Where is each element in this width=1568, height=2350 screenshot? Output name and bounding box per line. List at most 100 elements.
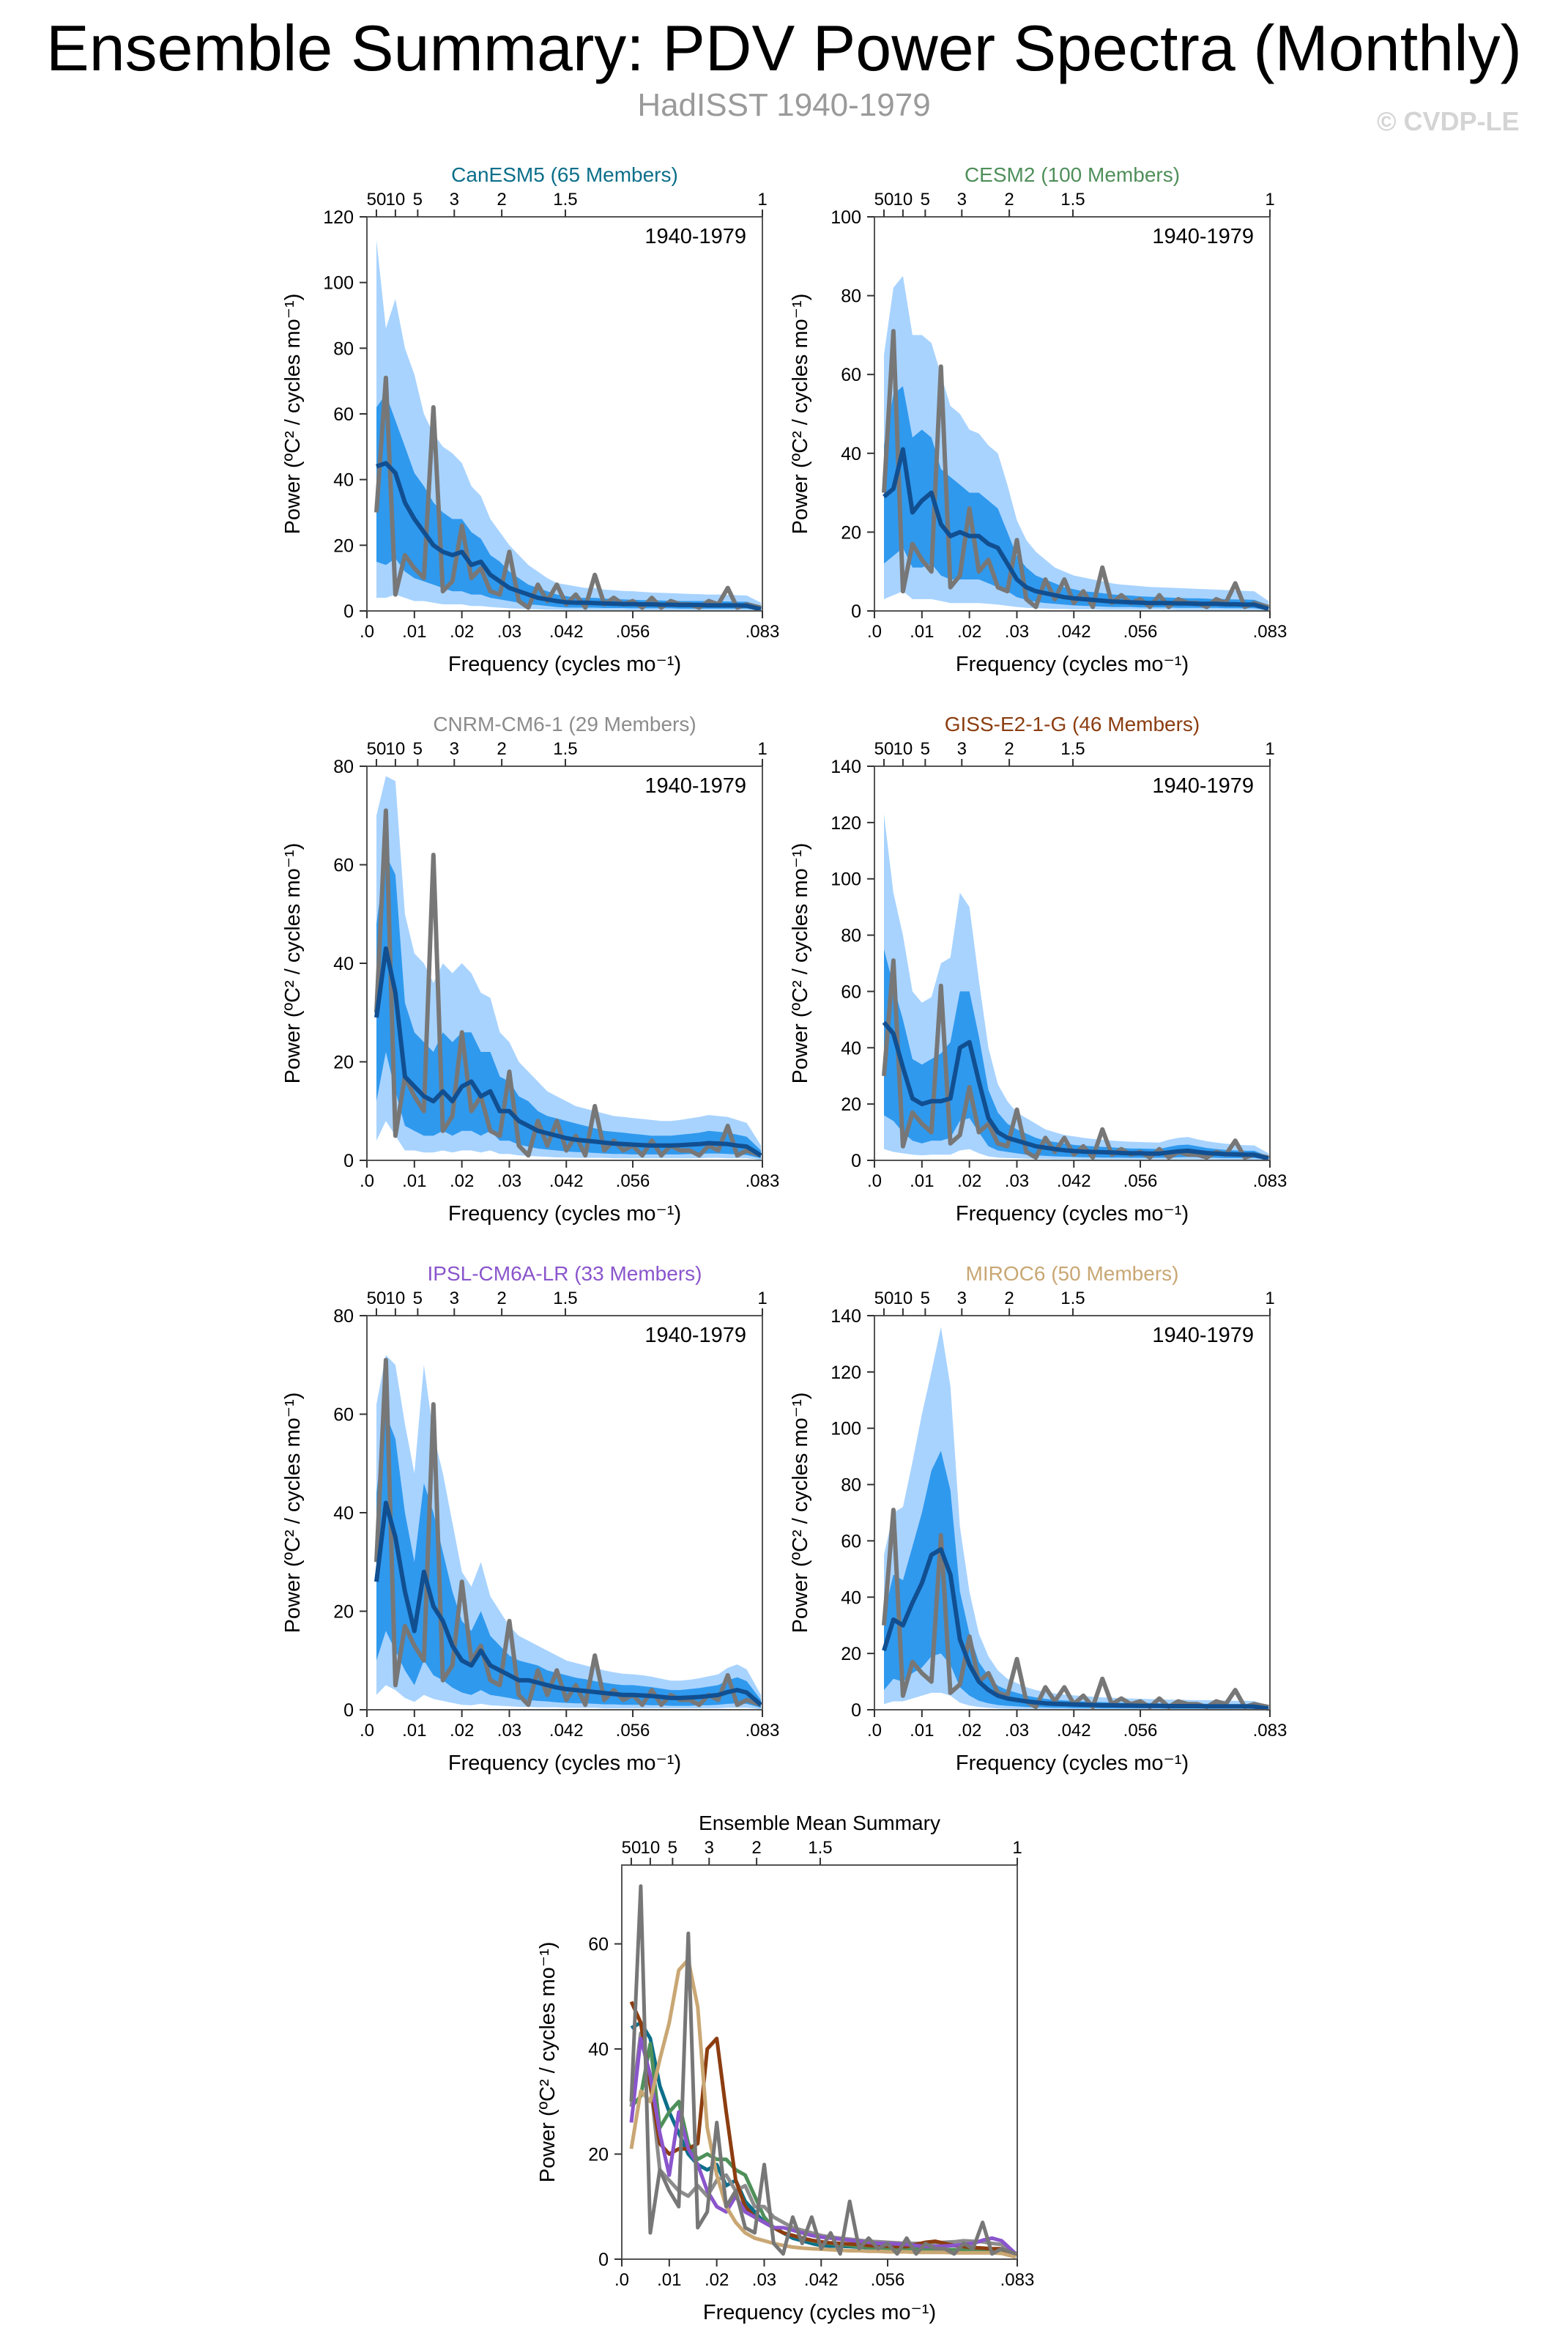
top-axis-label: 3 [957, 190, 967, 210]
summary-line-giss-e2-1-g [629, 2001, 1017, 2258]
x-tick-label: .056 [616, 1721, 650, 1741]
x-axis-title: Frequency (cycles mo⁻¹) [448, 653, 681, 676]
x-tick-label: .083 [746, 1721, 780, 1741]
period-label: 1940-1979 [1152, 225, 1254, 248]
y-tick-label: 40 [841, 444, 861, 464]
x-tick-label: .03 [1005, 1171, 1029, 1191]
y-axis-title: Power (ºC² / cycles mo⁻¹) [789, 294, 812, 535]
top-axis-label: 10 [641, 1838, 661, 1858]
x-tick-label: .01 [657, 2270, 681, 2290]
top-axis-label: 50 [367, 739, 387, 759]
y-tick-label: 0 [343, 1700, 354, 1721]
chart-panel-4: GISS-E2-1-G (46 Members) 1940-1979 0 20 40 60… [789, 713, 1287, 1226]
ensemble-mean-line [374, 1500, 763, 1707]
top-axis-label: 2 [1004, 190, 1014, 210]
y-tick-label: 120 [831, 813, 861, 834]
period-label: 1940-1979 [644, 774, 746, 798]
x-tick-label: .02 [450, 1171, 474, 1191]
top-axis-label: 50 [874, 190, 894, 210]
x-tick-label: .0 [360, 1721, 374, 1741]
x-axis-title: Frequency (cycles mo⁻¹) [956, 653, 1189, 676]
x-tick-label: .056 [1123, 622, 1158, 642]
y-tick-label: 100 [831, 1419, 861, 1439]
y-tick-label: 40 [588, 2039, 609, 2060]
x-tick-label: .042 [549, 622, 584, 642]
y-tick-label: 60 [333, 404, 354, 425]
top-axis-label: 10 [893, 190, 913, 210]
panel-title: CNRM-CM6-1 (29 Members) [433, 713, 696, 735]
y-tick-label: 140 [831, 757, 861, 777]
x-tick-label: .02 [450, 622, 474, 642]
y-tick-label: 80 [841, 286, 861, 307]
x-tick-label: .083 [1253, 622, 1288, 642]
summary-line-ipsl-cm6a-lr [629, 2036, 1017, 2256]
inner-spread-band [376, 394, 762, 611]
x-tick-label: .01 [910, 1171, 934, 1191]
panel-title: MIROC6 (50 Members) [966, 1262, 1179, 1285]
top-axis-label: 10 [893, 1289, 913, 1308]
y-tick-label: 20 [588, 2145, 609, 2165]
x-tick-label: .03 [497, 1721, 521, 1741]
ensemble-mean-line [882, 1020, 1269, 1161]
outer-spread-band [376, 1354, 762, 1710]
x-tick-label: .042 [549, 1721, 584, 1741]
ensemble-mean-line [882, 1547, 1269, 1711]
chart-panel-2: CESM2 (100 Members) 1940-1979 0 20 40 60 80 100… [789, 163, 1287, 676]
x-tick-label: .056 [616, 622, 650, 642]
x-tick-label: .042 [549, 1171, 584, 1191]
x-tick-label: .083 [1253, 1171, 1288, 1191]
chart-panel-3: CNRM-CM6-1 (29 Members) 1940-1979 0 20 40 60 8… [281, 713, 779, 1226]
x-tick-label: .042 [804, 2270, 839, 2290]
y-tick-label: 120 [831, 1363, 861, 1383]
panel-title: Ensemble Mean Summary [699, 1812, 940, 1834]
summary-line-hadisst [629, 1884, 1017, 2256]
inner-spread-band [884, 386, 1269, 610]
y-tick-label: 40 [333, 470, 354, 491]
x-tick-label: .0 [867, 622, 882, 642]
top-axis-label: 1 [1012, 1838, 1022, 1858]
x-tick-label: .083 [746, 1171, 780, 1191]
y-tick-label: 140 [831, 1306, 861, 1327]
x-tick-label: .01 [910, 1721, 934, 1741]
y-axis-title: Power (ºC² / cycles mo⁻¹) [789, 843, 812, 1084]
outer-spread-band [376, 240, 762, 611]
top-axis-label: 3 [450, 1289, 459, 1308]
y-tick-label: 100 [831, 870, 861, 890]
top-axis-label: 2 [497, 190, 506, 210]
x-tick-label: .03 [497, 622, 521, 642]
top-axis-label: 5 [921, 190, 930, 210]
y-tick-label: 60 [588, 1935, 609, 1955]
y-tick-label: 0 [851, 1151, 861, 1171]
top-axis-label: 10 [386, 190, 406, 210]
x-tick-label: .0 [867, 1721, 882, 1741]
y-tick-label: 20 [841, 522, 861, 543]
y-tick-label: 40 [841, 1587, 861, 1608]
top-axis-label: 1 [1265, 1289, 1274, 1308]
top-axis-label: 3 [705, 1838, 714, 1858]
x-tick-label: .03 [752, 2270, 776, 2290]
x-tick-label: .01 [402, 622, 426, 642]
x-tick-label: .042 [1057, 1171, 1091, 1191]
x-tick-label: .01 [402, 1171, 426, 1191]
y-tick-label: 120 [323, 207, 354, 228]
panel-title: IPSL-CM6A-LR (33 Members) [428, 1262, 702, 1285]
y-tick-label: 20 [333, 535, 354, 556]
ensemble-mean-line [883, 447, 1269, 612]
top-axis-label: 5 [921, 739, 930, 759]
x-tick-label: .0 [360, 622, 374, 642]
period-label: 1940-1979 [1152, 1324, 1254, 1347]
x-axis-title: Frequency (cycles mo⁻¹) [703, 2301, 936, 2324]
x-tick-label: .03 [1005, 622, 1029, 642]
x-tick-label: .042 [1057, 1721, 1091, 1741]
x-tick-label: .0 [867, 1171, 882, 1191]
y-tick-label: 60 [333, 1405, 354, 1426]
y-tick-label: 100 [323, 273, 354, 294]
x-tick-label: .02 [957, 622, 981, 642]
x-tick-label: .02 [705, 2270, 729, 2290]
top-axis-label: 50 [622, 1838, 642, 1858]
x-tick-label: .02 [450, 1721, 474, 1741]
top-axis-label: 1.5 [553, 739, 577, 759]
top-axis-label: 1.5 [553, 1289, 577, 1308]
y-tick-label: 60 [841, 1531, 861, 1552]
chart-panel-6: MIROC6 (50 Members) 1940-1979 0 20 40 60 80 100… [789, 1262, 1287, 1775]
